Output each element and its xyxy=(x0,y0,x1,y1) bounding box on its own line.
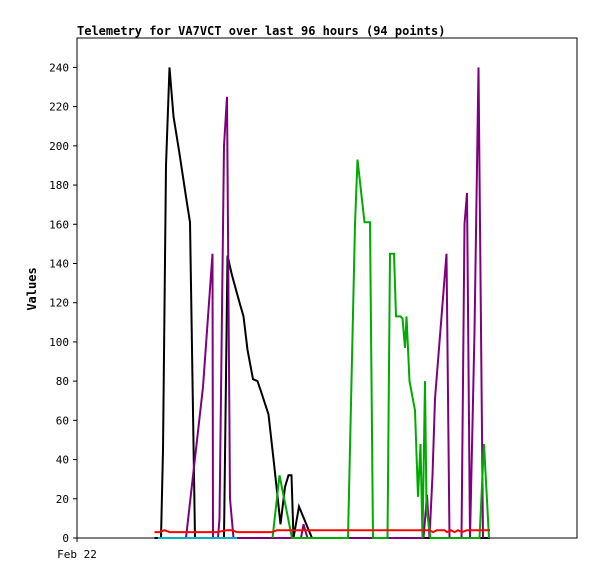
chart-title: Telemetry for VA7VCT over last 96 hours … xyxy=(77,24,445,38)
y-tick-label: 240 xyxy=(49,61,69,74)
y-axis: 0 20 40 60 80 100 120 140 160 180 200 220 240 xyxy=(49,61,77,545)
y-tick-label: 40 xyxy=(56,454,69,467)
y-tick-label: 160 xyxy=(49,218,69,231)
x-axis: Feb 22 xyxy=(57,538,97,561)
series-line-4 xyxy=(154,529,490,534)
y-tick-label: 80 xyxy=(56,375,69,388)
series-layer xyxy=(154,67,490,539)
series-line-1 xyxy=(154,67,490,539)
plot-area xyxy=(76,37,578,539)
y-tick-label: 0 xyxy=(62,532,69,545)
y-tick-label: 100 xyxy=(49,336,69,349)
series-line-3 xyxy=(271,159,490,539)
y-tick-label: 180 xyxy=(49,179,69,192)
x-tick-label: Feb 22 xyxy=(57,548,97,561)
y-tick-label: 20 xyxy=(56,493,69,506)
y-axis-title: Values xyxy=(25,267,39,310)
y-tick-label: 200 xyxy=(49,140,69,153)
y-tick-label: 60 xyxy=(56,414,69,427)
y-tick-label: 220 xyxy=(49,101,69,114)
y-tick-label: 140 xyxy=(49,257,69,270)
y-tick-label: 120 xyxy=(49,297,69,310)
